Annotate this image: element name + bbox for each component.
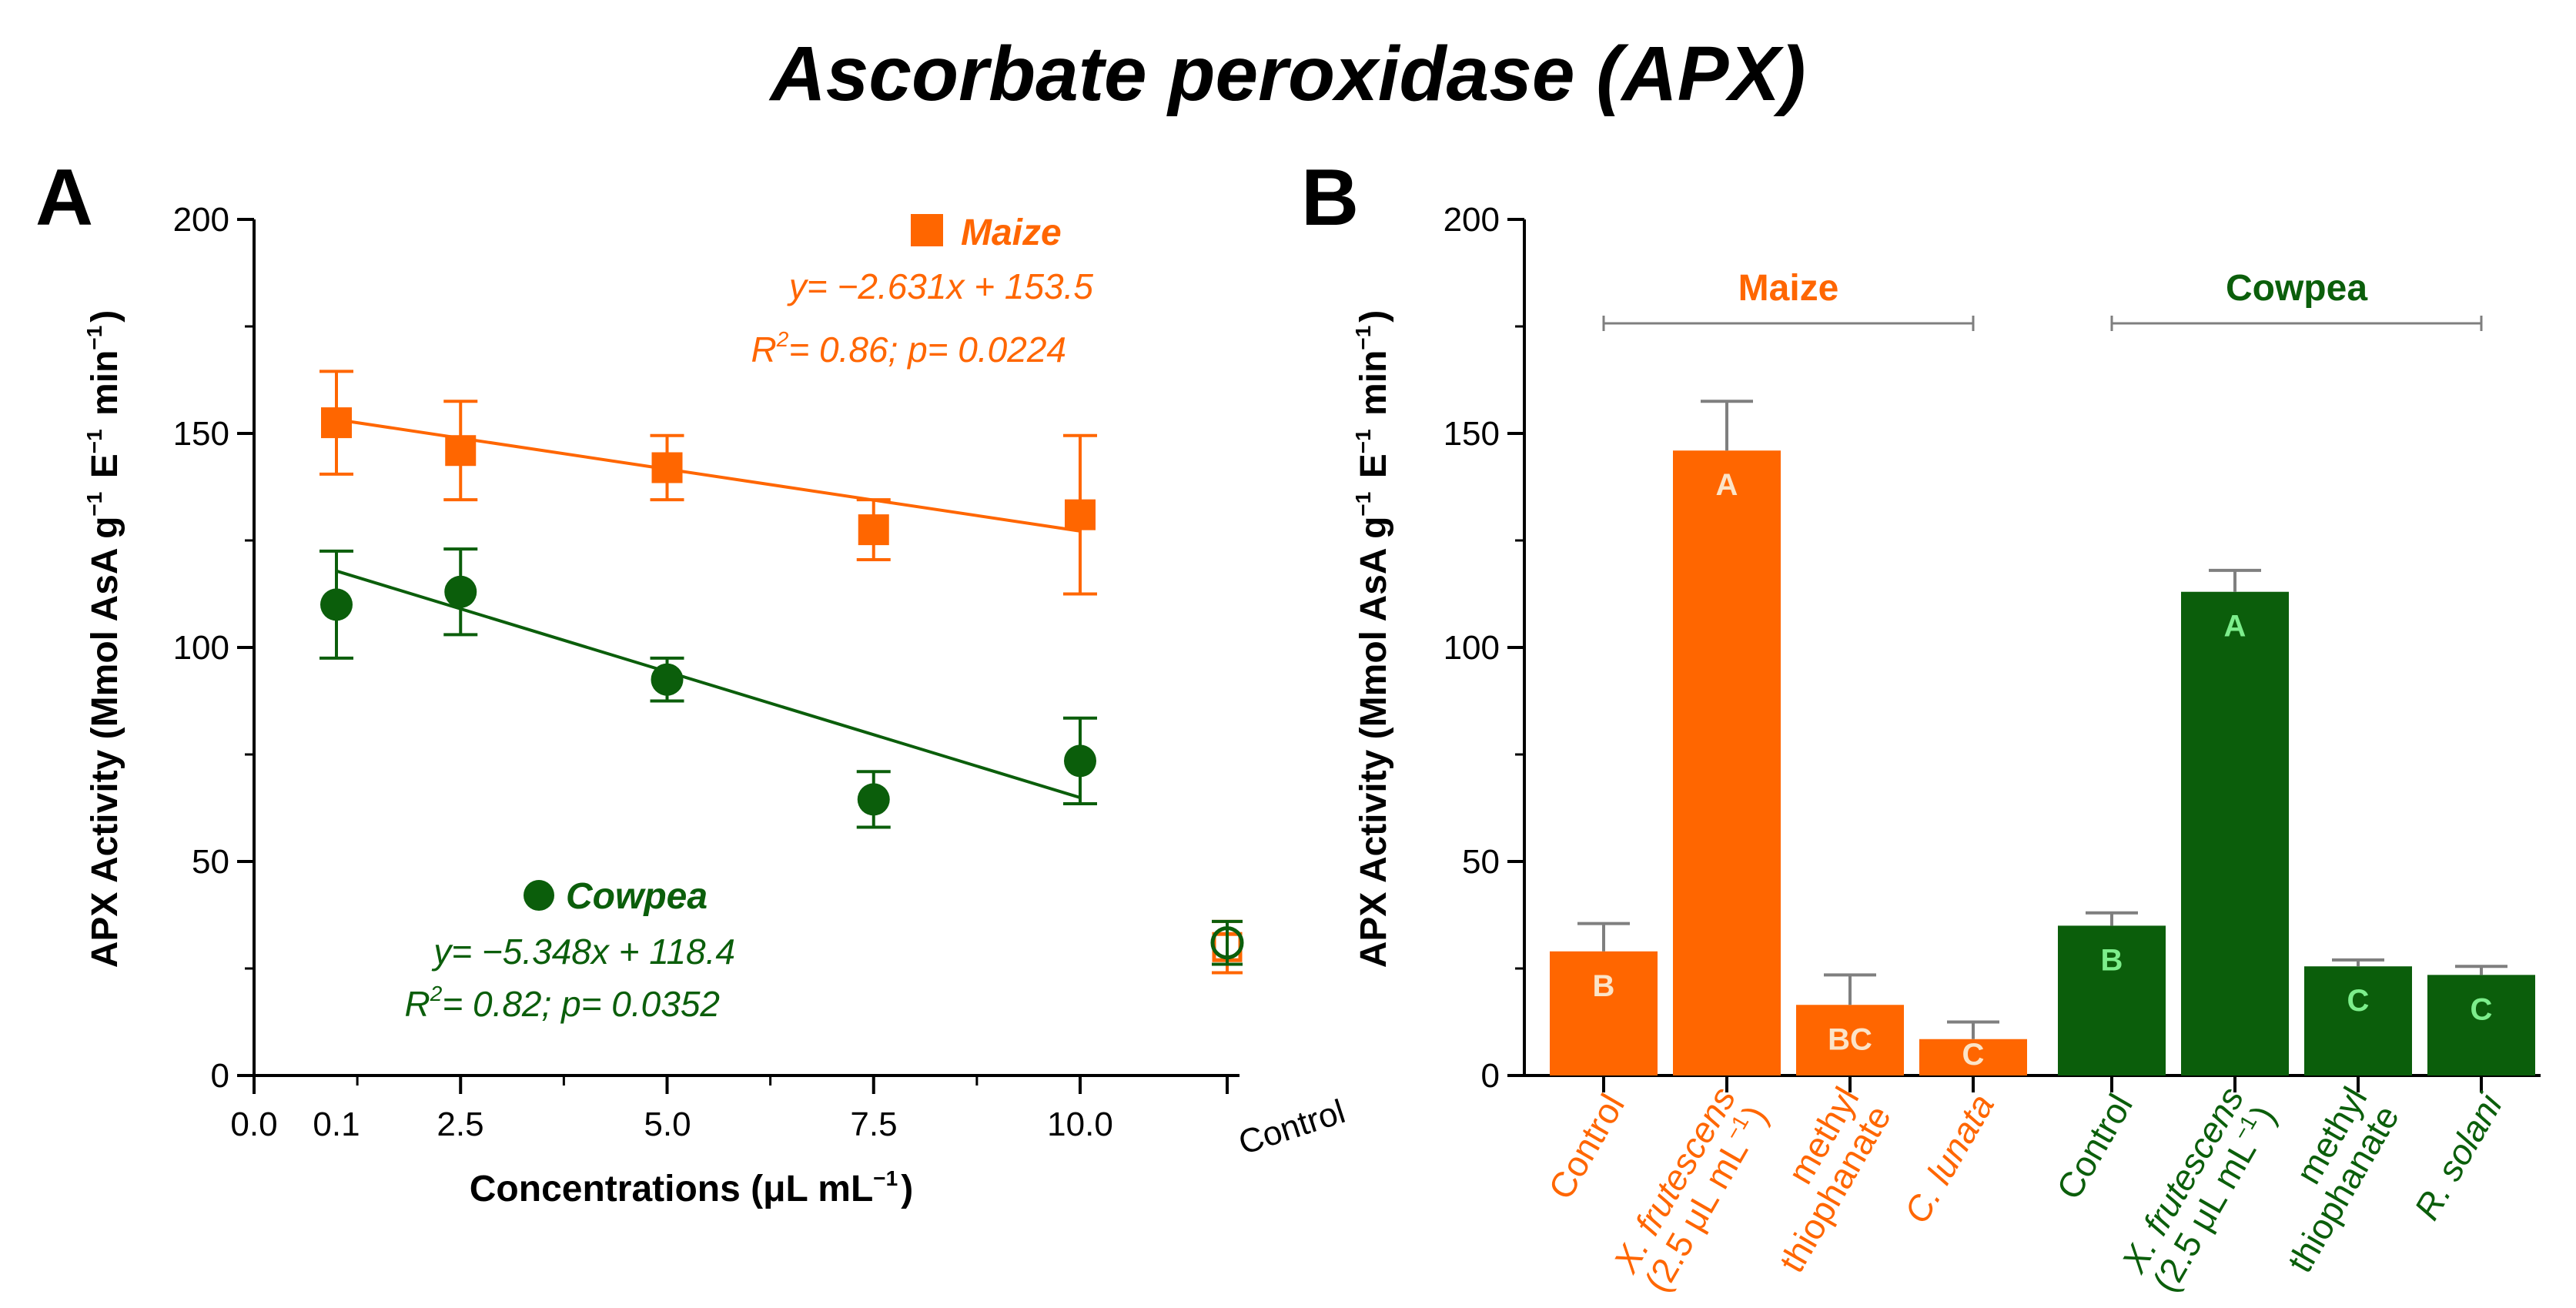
significance-letter-maize: BC (1828, 1022, 1872, 1056)
category-label-maize: X. frutescens(2.5 μL mL−1 ) (1604, 1080, 1775, 1299)
group-label-maize: Maize (1738, 268, 1839, 309)
bar-cowpea (2181, 591, 2289, 1076)
data-point-cowpea (857, 783, 890, 816)
x-tick-label-a: 5.0 (644, 1106, 691, 1143)
significance-letter-cowpea: B (2101, 943, 2123, 977)
r2-text-maize: R2= 0.86; p= 0.0224 (751, 327, 1066, 370)
significance-letter-cowpea: A (2224, 610, 2246, 644)
significance-letter-maize: B (1593, 969, 1615, 1003)
data-point-maize (858, 514, 889, 546)
bar-maize (1673, 450, 1781, 1076)
x-tick-label-a: 10.0 (1047, 1106, 1113, 1143)
y-tick-label-b: 0 (1481, 1057, 1500, 1095)
legend-marker-maize (911, 214, 943, 246)
data-point-maize (1065, 499, 1096, 530)
x-tick-label-a: 0.1 (313, 1106, 360, 1143)
legend-marker-cowpea (524, 880, 554, 911)
data-point-cowpea (320, 588, 353, 621)
legend-label-maize: Maize (961, 212, 1062, 253)
x-tick-label-a: 7.5 (850, 1106, 897, 1143)
y-tick-label-a: 0 (211, 1057, 229, 1095)
x-tick-label-a-control: Control (1234, 1092, 1350, 1162)
y-tick-label-b: 100 (1444, 629, 1500, 667)
data-point-cowpea (444, 575, 477, 608)
data-point-cowpea (651, 663, 684, 696)
x-tick-label-a: 2.5 (437, 1106, 483, 1143)
y-tick-label-a: 200 (173, 201, 229, 239)
r2-text-cowpea: R2= 0.82; p= 0.0352 (405, 982, 720, 1024)
significance-letter-maize: A (1716, 468, 1738, 502)
data-point-maize (651, 452, 683, 483)
equation-cowpea: y= −5.348x + 118.4 (431, 932, 735, 972)
category-label-cowpea: X. frutescens(2.5 μL mL−1 ) (2113, 1080, 2283, 1299)
y-axis-title-a: APX Activity (Mmol AsA g−1 E−1 min−1 ) (82, 310, 125, 968)
y-tick-label-a: 150 (173, 415, 229, 453)
panel-a-scatter-chart: 0 50 100 150 200 0.0 0.1 2.5 5.0 7.5 10.0 Control Co… (82, 201, 1350, 1209)
regression-line-cowpea (336, 569, 1081, 799)
bar-maize (1796, 1005, 1904, 1076)
legend-label-cowpea: Cowpea (566, 876, 708, 917)
category-label-maize: Control (1541, 1087, 1632, 1206)
y-tick-label-b: 50 (1462, 843, 1500, 881)
group-label-cowpea: Cowpea (2226, 268, 2367, 309)
bar-maize (1919, 1039, 2027, 1076)
significance-letter-cowpea: C (2347, 984, 2370, 1018)
x-axis-title-a: Concentrations (μL mL−1 ) (470, 1166, 913, 1209)
panel-label-a: A (35, 153, 93, 243)
category-label-maize: C. lunata (1896, 1087, 2002, 1229)
equation-maize: y= −2.631x + 153.5 (787, 266, 1094, 306)
category-label-maize: methylthiophanate (1739, 1080, 1899, 1279)
bar-maize (1550, 951, 1658, 1076)
y-axis-title-b: APX Activity (Mmol AsA g−1 E−1 min−1 ) (1351, 310, 1394, 968)
category-label-cowpea: methylthiophanate (2247, 1080, 2407, 1279)
significance-letter-maize: C (1962, 1038, 1985, 1072)
y-tick-label-b: 200 (1444, 201, 1500, 239)
significance-letter-cowpea: C (2471, 992, 2493, 1026)
data-point-maize (321, 407, 352, 439)
category-label-cowpea: Control (2049, 1087, 2140, 1206)
y-tick-label-a: 50 (192, 843, 229, 881)
bar-cowpea (2304, 966, 2412, 1076)
y-tick-label-b: 150 (1444, 415, 1500, 453)
panel-label-b: B (1301, 153, 1359, 243)
panel-b-bar-chart: 0 50 100 150 200 APX Activity (Mmol AsA g−1 E… (1351, 201, 2541, 1299)
category-label-cowpea: R. solani (2407, 1086, 2511, 1226)
data-point-maize (445, 435, 477, 467)
bar-cowpea (2058, 925, 2166, 1076)
data-point-cowpea (1064, 744, 1096, 778)
control-point-cowpea (1210, 926, 1244, 960)
figure-title: Ascorbate peroxidase (APX) (768, 31, 1806, 117)
x-tick-label-a: 0.0 (230, 1106, 277, 1143)
y-tick-label-a: 100 (173, 629, 229, 667)
bar-cowpea (2427, 975, 2535, 1076)
